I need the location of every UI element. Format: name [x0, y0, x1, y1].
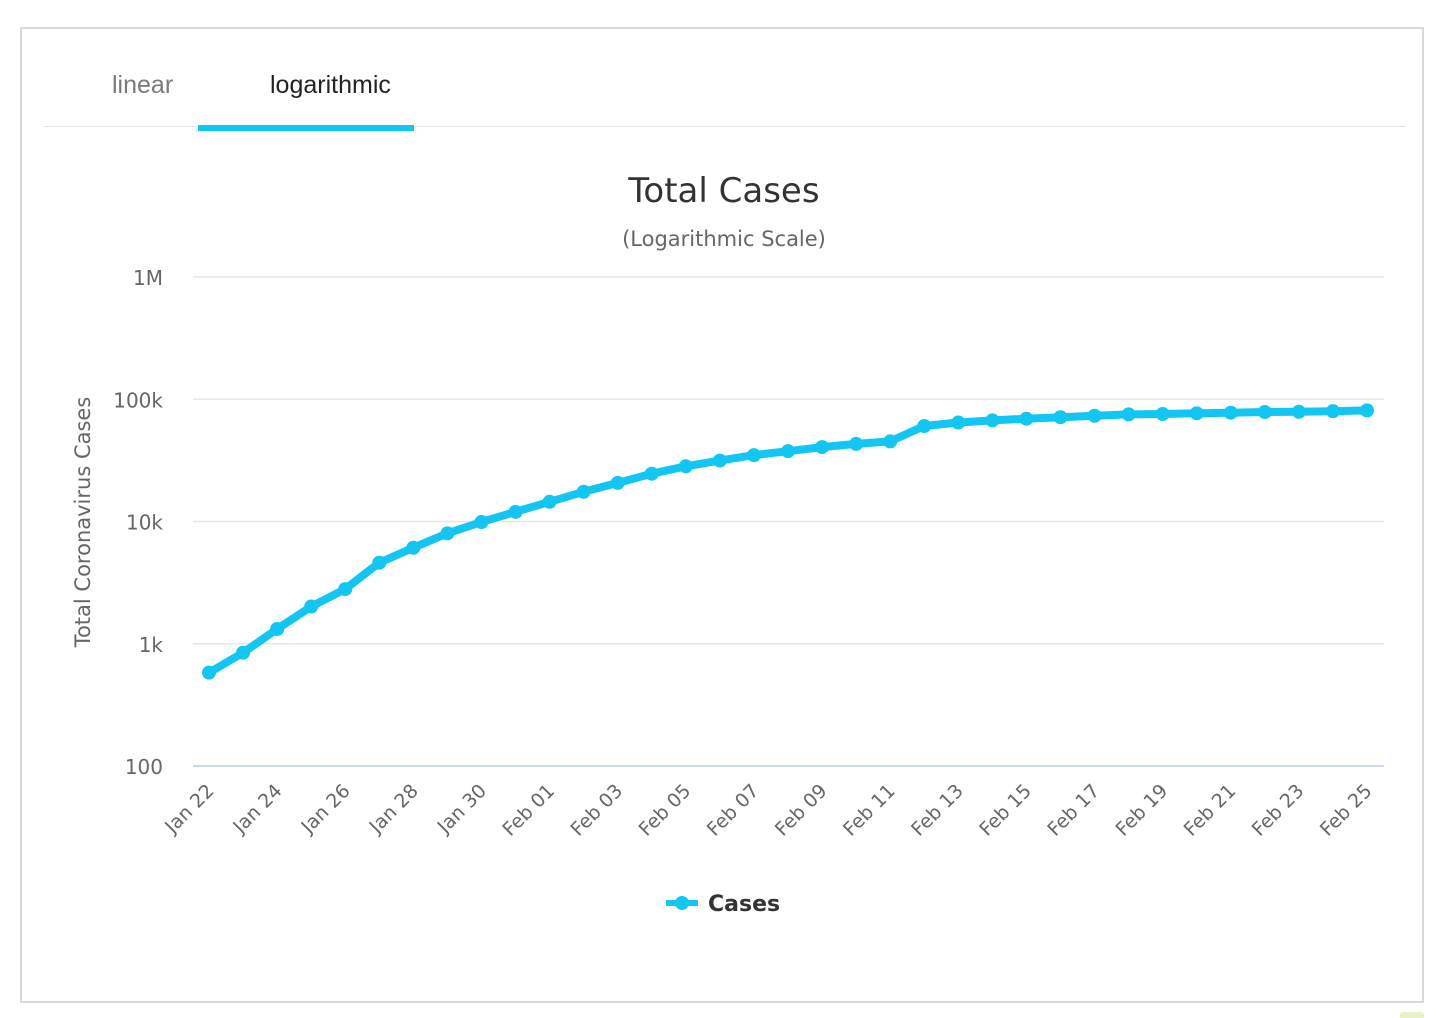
y-tick-label: 100k	[113, 388, 163, 412]
active-tab-indicator	[198, 125, 414, 131]
chart-subtitle: (Logarithmic Scale)	[622, 227, 826, 251]
corner-decoration	[1400, 1012, 1424, 1018]
data-point[interactable]	[304, 599, 319, 614]
data-point[interactable]	[610, 475, 625, 490]
y-tick-label: 100	[125, 755, 163, 779]
data-point[interactable]	[338, 582, 353, 597]
data-point[interactable]	[1257, 405, 1272, 420]
x-tick-label: Jan 26	[296, 780, 354, 838]
data-point[interactable]	[1155, 407, 1170, 422]
data-point[interactable]	[849, 436, 864, 451]
x-tick-label: Feb 23	[1248, 780, 1309, 841]
y-axis-title: Total Coronavirus Cases	[71, 397, 95, 649]
series-cases	[202, 403, 1374, 680]
x-tick-label: Feb 25	[1316, 780, 1377, 841]
legend-swatch-marker	[675, 896, 689, 910]
y-tick-label: 10k	[126, 511, 163, 535]
data-point[interactable]	[951, 415, 966, 430]
data-point[interactable]	[815, 440, 830, 455]
data-point[interactable]	[917, 419, 932, 434]
data-point[interactable]	[644, 466, 659, 481]
data-point[interactable]	[542, 494, 557, 509]
x-tick-label: Feb 09	[771, 780, 832, 841]
x-tick-label: Jan 22	[160, 780, 218, 838]
x-tick-label: Feb 05	[635, 780, 696, 841]
data-point[interactable]	[1019, 411, 1034, 426]
legend-label: Cases	[708, 892, 780, 917]
data-point[interactable]	[985, 413, 1000, 428]
tab-logarithmic[interactable]: logarithmic	[270, 71, 391, 99]
data-point[interactable]	[474, 515, 489, 530]
data-point[interactable]	[270, 622, 285, 637]
data-point[interactable]	[1121, 407, 1136, 422]
data-point[interactable]	[576, 484, 591, 499]
x-tick-label: Feb 13	[907, 780, 968, 841]
scale-tab-bar: linear logarithmic	[44, 29, 1406, 127]
data-point[interactable]	[440, 526, 455, 541]
data-point[interactable]	[508, 504, 523, 519]
data-point[interactable]	[372, 555, 387, 570]
grid-lines	[193, 276, 1384, 767]
data-point[interactable]	[236, 645, 251, 660]
data-point[interactable]	[1189, 406, 1204, 421]
data-point[interactable]	[1360, 403, 1374, 418]
data-point[interactable]	[746, 448, 761, 463]
data-point[interactable]	[1325, 404, 1340, 419]
chart-title: Total Cases	[627, 171, 819, 211]
x-axis-ticks: Jan 22 Jan 24 Jan 26 Jan 28 Jan 30 Feb 01 Feb …	[160, 780, 1376, 841]
legend[interactable]: Cases	[666, 892, 780, 917]
x-tick-label: Jan 24	[228, 780, 286, 838]
x-tick-label: Feb 01	[498, 780, 559, 841]
data-point[interactable]	[1291, 404, 1306, 419]
data-point[interactable]	[1087, 408, 1102, 423]
x-tick-label: Feb 17	[1043, 780, 1104, 841]
x-tick-label: Feb 03	[567, 780, 628, 841]
data-point[interactable]	[406, 540, 421, 555]
chart-card: linear logarithmic	[20, 27, 1424, 1003]
x-tick-label: Feb 11	[839, 780, 900, 841]
x-tick-label: Feb 07	[703, 780, 764, 841]
data-point[interactable]	[1223, 405, 1238, 420]
x-tick-label: Jan 28	[365, 780, 423, 838]
x-tick-label: Jan 30	[433, 780, 491, 838]
data-point[interactable]	[1053, 410, 1068, 425]
data-point[interactable]	[712, 453, 727, 468]
data-point[interactable]	[678, 459, 693, 474]
data-point[interactable]	[781, 444, 795, 459]
y-axis-ticks: 100 1k 10k 100k 1M	[113, 266, 163, 779]
data-point[interactable]	[883, 434, 898, 449]
tab-linear[interactable]: linear	[112, 71, 174, 99]
data-point[interactable]	[202, 665, 216, 680]
x-tick-label: Feb 19	[1111, 780, 1172, 841]
y-tick-label: 1k	[139, 633, 164, 657]
x-tick-label: Feb 21	[1180, 780, 1241, 841]
y-tick-label: 1M	[133, 266, 163, 290]
x-tick-label: Feb 15	[975, 780, 1036, 841]
